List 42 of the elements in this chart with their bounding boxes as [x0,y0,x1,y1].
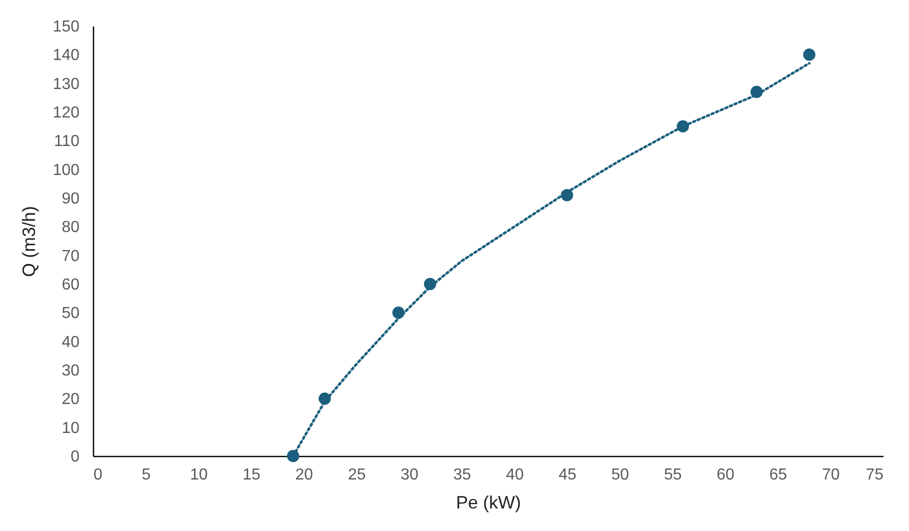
x-tick-label: 40 [506,466,524,484]
x-tick-label: 45 [558,466,576,484]
x-tick-label: 10 [190,466,208,484]
y-tick-label: 120 [52,104,80,122]
x-tick-label: 30 [400,466,418,484]
x-tick-label: 50 [611,466,630,484]
y-tick-label: 60 [62,276,80,294]
x-tick-label: 5 [142,466,151,484]
y-tick-label: 110 [54,133,80,150]
point [424,278,436,290]
y-tick-label: 50 [62,305,80,322]
y-tick-label: 100 [52,162,80,179]
point [750,86,763,98]
y-tick-label: 80 [62,219,80,236]
point [803,48,816,61]
point [560,189,574,202]
x-tick-label: 20 [295,466,314,484]
point [676,120,689,132]
y-tick-label: 30 [62,362,80,380]
point [318,392,331,405]
y-tick-label: 10 [62,420,80,437]
y-tick-label: 40 [62,334,80,351]
x-tick-label: 0 [94,466,102,484]
x-tick-label: 65 [769,466,788,484]
y-tick-label: 130 [52,76,80,93]
x-tick-label: 60 [716,466,734,484]
y-tick-label: 150 [52,18,80,36]
x-tick-label: 70 [822,466,840,484]
x-tick-label: 35 [453,466,472,484]
y-tick-label: 20 [62,391,80,408]
point [287,450,300,462]
x-tick-label: 15 [242,466,260,484]
x-tick-label: 25 [348,466,366,484]
y-axis-title: Q (m3/h) [18,206,39,278]
x-tick-label: 75 [866,466,884,484]
y-tick-label: 90 [62,190,80,208]
y-tick-label: 140 [52,47,80,64]
point [392,306,405,319]
y-tick-label: 0 [70,448,80,466]
x-tick-label: 55 [664,466,682,484]
x-axis-title: Pe (kW) [456,492,521,512]
y-tick-label: 70 [62,248,80,265]
